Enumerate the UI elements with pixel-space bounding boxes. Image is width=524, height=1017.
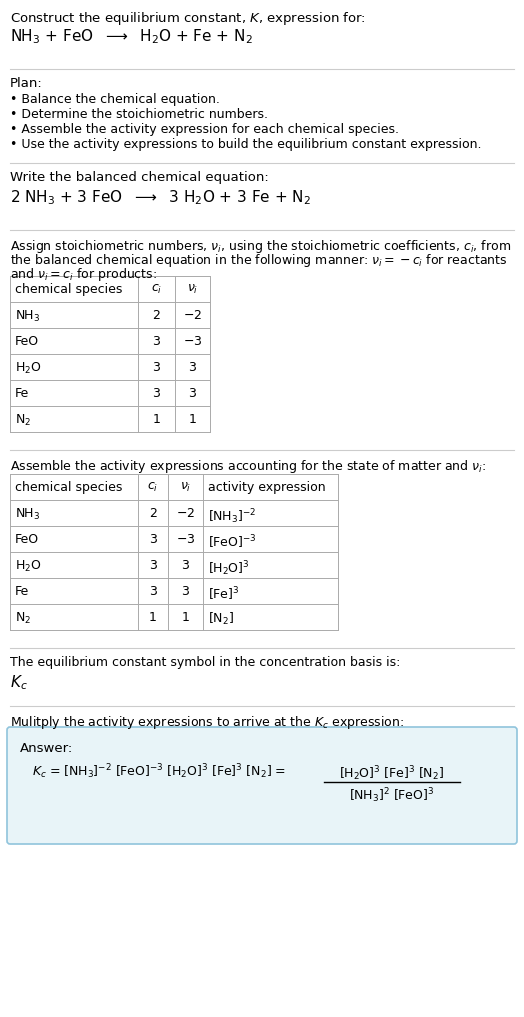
Text: • Determine the stoichiometric numbers.: • Determine the stoichiometric numbers.: [10, 108, 268, 121]
Text: Construct the equilibrium constant, $K$, expression for:: Construct the equilibrium constant, $K$,…: [10, 10, 366, 27]
Text: $-2$: $-2$: [176, 507, 195, 520]
Text: • Balance the chemical equation.: • Balance the chemical equation.: [10, 93, 220, 106]
Text: • Use the activity expressions to build the equilibrium constant expression.: • Use the activity expressions to build …: [10, 138, 482, 151]
Text: [H$_2$O]$^3$: [H$_2$O]$^3$: [208, 559, 249, 578]
Text: Assemble the activity expressions accounting for the state of matter and $\nu_i$: Assemble the activity expressions accoun…: [10, 458, 486, 475]
Text: $-3$: $-3$: [176, 533, 195, 546]
Text: [H$_2$O]$^3$ [Fe]$^3$ [N$_2$]: [H$_2$O]$^3$ [Fe]$^3$ [N$_2$]: [340, 764, 444, 783]
Text: FeO: FeO: [15, 533, 39, 546]
Text: N$_2$: N$_2$: [15, 413, 31, 428]
Text: $K_c$ = [NH$_3$]$^{-2}$ [FeO]$^{-3}$ [H$_2$O]$^3$ [Fe]$^3$ [N$_2$] =: $K_c$ = [NH$_3$]$^{-2}$ [FeO]$^{-3}$ [H$…: [32, 762, 286, 781]
Text: 1: 1: [152, 413, 160, 426]
Text: Write the balanced chemical equation:: Write the balanced chemical equation:: [10, 171, 269, 184]
Text: $c_i$: $c_i$: [147, 481, 159, 494]
Text: 3: 3: [189, 387, 196, 400]
Text: Fe: Fe: [15, 387, 29, 400]
FancyBboxPatch shape: [7, 727, 517, 844]
Text: 2 NH$_3$ + 3 FeO  $\longrightarrow$  3 H$_2$O + 3 Fe + N$_2$: 2 NH$_3$ + 3 FeO $\longrightarrow$ 3 H$_…: [10, 188, 311, 206]
Text: [NH$_3$]$^2$ [FeO]$^3$: [NH$_3$]$^2$ [FeO]$^3$: [350, 786, 434, 804]
Text: chemical species: chemical species: [15, 283, 123, 296]
Text: FeO: FeO: [15, 335, 39, 348]
Text: [FeO]$^{-3}$: [FeO]$^{-3}$: [208, 533, 257, 550]
Text: NH$_3$ + FeO  $\longrightarrow$  H$_2$O + Fe + N$_2$: NH$_3$ + FeO $\longrightarrow$ H$_2$O + …: [10, 27, 253, 46]
Text: 2: 2: [149, 507, 157, 520]
Text: H$_2$O: H$_2$O: [15, 559, 41, 575]
Text: chemical species: chemical species: [15, 481, 123, 494]
Text: 3: 3: [181, 559, 190, 572]
Text: 3: 3: [181, 585, 190, 598]
Text: 3: 3: [152, 335, 160, 348]
Text: Answer:: Answer:: [20, 742, 73, 755]
Text: 3: 3: [189, 361, 196, 374]
Text: NH$_3$: NH$_3$: [15, 507, 40, 522]
Text: $K_c$: $K_c$: [10, 673, 28, 692]
Text: NH$_3$: NH$_3$: [15, 309, 40, 324]
Text: the balanced chemical equation in the following manner: $\nu_i = -c_i$ for react: the balanced chemical equation in the fo…: [10, 252, 507, 270]
Text: H$_2$O: H$_2$O: [15, 361, 41, 376]
Text: $-2$: $-2$: [183, 309, 202, 322]
Text: [NH$_3$]$^{-2}$: [NH$_3$]$^{-2}$: [208, 507, 256, 526]
Text: $\nu_i$: $\nu_i$: [180, 481, 191, 494]
Text: $c_i$: $c_i$: [151, 283, 162, 296]
Text: Plan:: Plan:: [10, 77, 43, 89]
Text: • Assemble the activity expression for each chemical species.: • Assemble the activity expression for e…: [10, 123, 399, 136]
Text: [Fe]$^3$: [Fe]$^3$: [208, 585, 239, 602]
Text: 3: 3: [149, 559, 157, 572]
Text: 3: 3: [149, 533, 157, 546]
Text: $\nu_i$: $\nu_i$: [187, 283, 198, 296]
Text: $-3$: $-3$: [183, 335, 202, 348]
Text: 1: 1: [181, 611, 190, 624]
Text: Fe: Fe: [15, 585, 29, 598]
Text: 3: 3: [149, 585, 157, 598]
Text: 3: 3: [152, 361, 160, 374]
Text: 3: 3: [152, 387, 160, 400]
Text: [N$_2$]: [N$_2$]: [208, 611, 234, 627]
Text: and $\nu_i = c_i$ for products:: and $\nu_i = c_i$ for products:: [10, 266, 157, 283]
Text: The equilibrium constant symbol in the concentration basis is:: The equilibrium constant symbol in the c…: [10, 656, 400, 669]
Text: activity expression: activity expression: [208, 481, 325, 494]
Text: Mulitply the activity expressions to arrive at the $K_c$ expression:: Mulitply the activity expressions to arr…: [10, 714, 405, 731]
Text: N$_2$: N$_2$: [15, 611, 31, 626]
Text: 1: 1: [189, 413, 196, 426]
Text: Assign stoichiometric numbers, $\nu_i$, using the stoichiometric coefficients, $: Assign stoichiometric numbers, $\nu_i$, …: [10, 238, 511, 255]
Text: 1: 1: [149, 611, 157, 624]
Text: 2: 2: [152, 309, 160, 322]
